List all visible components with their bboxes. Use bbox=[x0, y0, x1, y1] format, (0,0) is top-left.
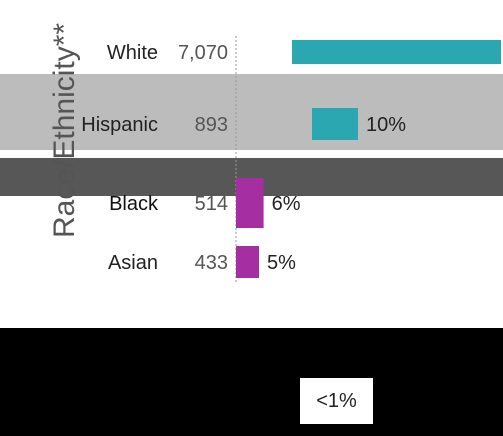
category-label-asian: Asian bbox=[108, 252, 158, 274]
value-label-black: 6% bbox=[272, 193, 301, 215]
count-label-hispanic: 893 bbox=[195, 114, 228, 136]
background-band-black bbox=[0, 328, 503, 436]
background-band-gray bbox=[0, 74, 503, 150]
value-label-hispanic: 10% bbox=[366, 114, 406, 136]
value-label-asian: 5% bbox=[267, 252, 296, 274]
count-label-white: 7,070 bbox=[178, 42, 228, 64]
count-label-asian: 433 bbox=[195, 252, 228, 274]
category-label-black: Black bbox=[109, 193, 159, 215]
bar-hispanic bbox=[312, 108, 358, 140]
footnote-badge: <1% bbox=[300, 378, 373, 424]
count-label-black: 514 bbox=[195, 193, 228, 215]
bar-white bbox=[292, 40, 501, 64]
category-label-white: White bbox=[107, 42, 158, 64]
category-label-hispanic: Hispanic bbox=[81, 114, 158, 136]
bar-black bbox=[236, 178, 264, 228]
y-axis-title: Race/Ethnicity** bbox=[48, 22, 81, 238]
bar-asian bbox=[236, 246, 259, 278]
